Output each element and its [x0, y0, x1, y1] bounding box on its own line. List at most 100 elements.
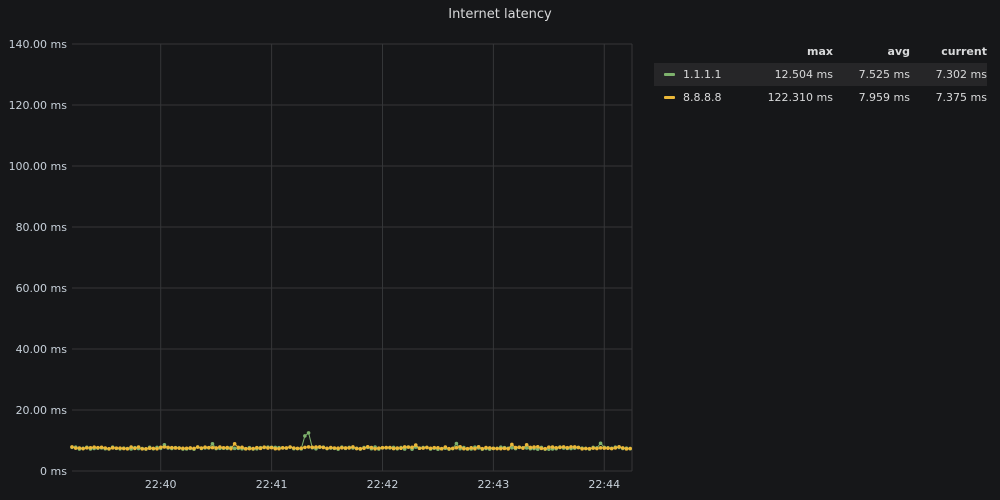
data-point: [103, 446, 108, 450]
data-point: [602, 446, 607, 450]
series-color-swatch[interactable]: [664, 73, 675, 76]
data-point: [225, 445, 230, 450]
data-point: [543, 446, 547, 451]
grid: [72, 43, 633, 472]
data-point: [443, 445, 448, 449]
legend-header-avg[interactable]: avg: [887, 45, 910, 58]
data-point: [158, 445, 163, 450]
data-point: [417, 446, 422, 451]
data-point: [620, 446, 625, 450]
y-tick-label: 40.00 ms: [16, 343, 68, 356]
data-point: [269, 445, 274, 450]
x-tick-label: 22:41: [256, 478, 288, 491]
data-point: [613, 446, 618, 450]
data-point: [84, 446, 89, 450]
legend-header: max avg current: [654, 40, 987, 63]
data-point: [133, 446, 137, 451]
x-tick-label: 22:40: [145, 478, 177, 491]
legend-header-current[interactable]: current: [941, 45, 987, 58]
data-point: [487, 446, 492, 450]
data-point: [572, 445, 577, 449]
data-point: [328, 445, 333, 450]
data-point: [624, 447, 629, 451]
data-point: [277, 446, 281, 451]
data-point: [362, 446, 366, 451]
data-point: [303, 445, 307, 450]
data-point: [469, 446, 474, 450]
data-point: [140, 447, 145, 451]
data-point: [402, 445, 407, 449]
data-point: [458, 445, 462, 449]
panel-title[interactable]: Internet latency: [448, 7, 552, 22]
data-point: [88, 445, 93, 450]
data-point: [291, 446, 296, 450]
data-point: [535, 445, 540, 449]
data-point: [583, 446, 588, 451]
data-point: [229, 446, 233, 451]
legend-value-max: 122.310 ms: [767, 91, 833, 104]
data-point: [129, 445, 133, 449]
data-point: [321, 445, 326, 450]
legend-row-8-8-8-8[interactable]: 8.8.8.8 122.310 ms 7.959 ms 7.375 ms: [654, 86, 987, 109]
data-point: [454, 445, 459, 450]
data-point: [125, 447, 130, 451]
data-point: [421, 446, 425, 450]
legend-value-current: 7.375 ms: [935, 91, 987, 104]
x-tick-label: 22:42: [367, 478, 399, 491]
data-point: [336, 446, 340, 451]
data-point: [391, 446, 396, 451]
data-point: [218, 445, 222, 449]
data-point: [99, 445, 104, 450]
data-point: [92, 445, 96, 449]
y-tick-label: 120.00 ms: [9, 99, 68, 112]
data-point: [413, 443, 418, 447]
data-point: [495, 446, 499, 451]
data-point: [266, 446, 270, 450]
data-point: [192, 446, 196, 451]
data-point: [580, 447, 584, 451]
data-point: [162, 445, 167, 449]
legend-row-1-1-1-1[interactable]: 1.1.1.1 12.504 ms 7.525 ms 7.302 ms: [654, 63, 987, 86]
data-point: [114, 446, 119, 450]
data-point: [232, 442, 237, 446]
data-point: [177, 446, 181, 450]
x-tick-label: 22:43: [478, 478, 510, 491]
data-point: [447, 446, 451, 451]
data-point: [609, 446, 614, 451]
data-point: [262, 445, 267, 449]
data-point: [591, 446, 595, 450]
legend-series-name[interactable]: 1.1.1.1: [683, 68, 722, 81]
data-point: [462, 446, 466, 451]
data-point: [628, 446, 632, 451]
data-point: [439, 446, 444, 451]
data-point: [432, 445, 437, 450]
data-point: [521, 446, 525, 450]
data-point: [399, 446, 403, 451]
data-point: [617, 444, 621, 449]
data-point: [524, 442, 529, 447]
data-point: [221, 445, 226, 450]
data-point: [195, 445, 200, 449]
data-point: [510, 442, 514, 447]
data-point: [243, 446, 248, 451]
data-point: [428, 446, 433, 451]
data-point: [144, 446, 148, 451]
legend-header-max[interactable]: max: [807, 45, 833, 58]
legend-series-name[interactable]: 8.8.8.8: [683, 91, 722, 104]
data-point: [343, 446, 348, 450]
data-point: [299, 446, 303, 451]
data-point: [388, 445, 392, 450]
data-point: [121, 446, 126, 451]
data-point: [314, 445, 318, 449]
data-point: [170, 445, 174, 450]
series-color-swatch[interactable]: [664, 96, 675, 99]
data-point: [454, 441, 459, 446]
data-point: [558, 445, 562, 450]
data-point: [539, 446, 544, 451]
data-point: [273, 446, 278, 451]
legend-value-avg: 7.525 ms: [858, 68, 910, 81]
y-tick-label: 60.00 ms: [16, 282, 68, 295]
data-point: [498, 446, 503, 451]
